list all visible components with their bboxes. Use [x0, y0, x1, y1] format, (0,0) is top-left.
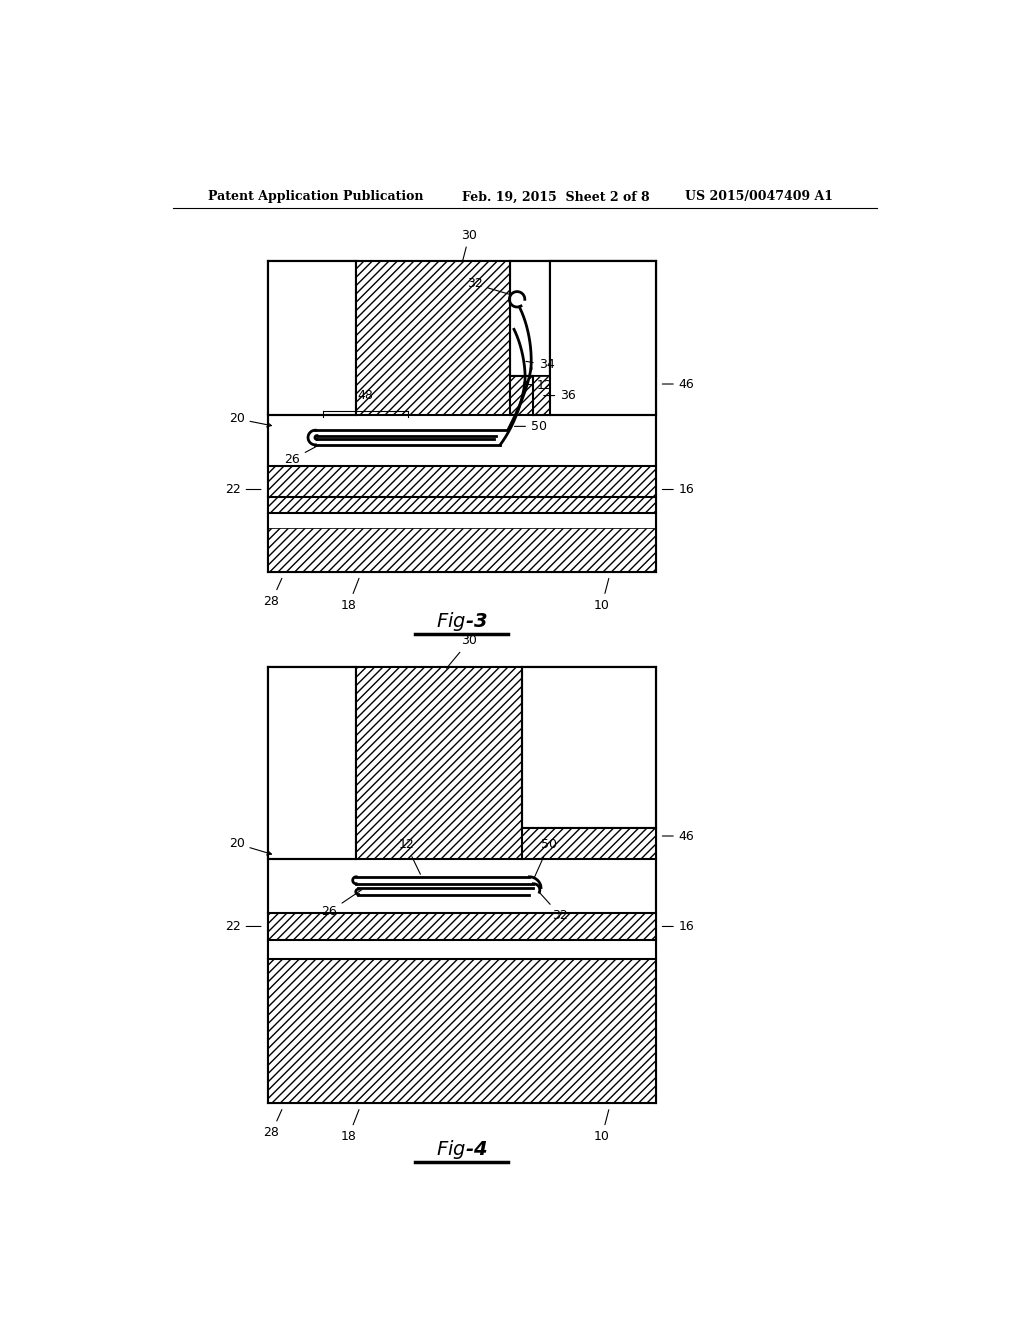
Text: 30: 30 — [462, 228, 477, 261]
Text: 48: 48 — [357, 388, 374, 401]
Text: 26: 26 — [285, 445, 319, 466]
Bar — [521, 667, 655, 829]
Text: US 2015/0047409 A1: US 2015/0047409 A1 — [685, 190, 833, 203]
Text: 18: 18 — [341, 1110, 359, 1143]
Text: $\mathbf{\mathit{Fig}}$-3: $\mathbf{\mathit{Fig}}$-3 — [436, 610, 487, 634]
Bar — [356, 261, 510, 414]
Bar — [267, 528, 655, 572]
Text: Feb. 19, 2015  Sheet 2 of 8: Feb. 19, 2015 Sheet 2 of 8 — [462, 190, 649, 203]
Bar — [356, 667, 521, 859]
Text: 20: 20 — [228, 412, 271, 426]
Bar — [267, 261, 655, 572]
Bar — [521, 829, 655, 859]
Text: 28: 28 — [263, 578, 282, 609]
Text: 46: 46 — [663, 829, 694, 842]
Text: 50: 50 — [535, 838, 557, 878]
Text: 22: 22 — [225, 920, 261, 933]
Text: 16: 16 — [663, 920, 694, 933]
Text: 30: 30 — [446, 635, 477, 668]
Bar — [550, 261, 655, 414]
Bar — [356, 261, 510, 414]
Bar — [267, 261, 356, 414]
Text: 36: 36 — [544, 389, 575, 403]
Bar — [510, 261, 550, 376]
Text: 10: 10 — [594, 578, 609, 612]
Bar — [267, 512, 655, 528]
Text: Patent Application Publication: Patent Application Publication — [208, 190, 423, 203]
Bar — [267, 667, 655, 1104]
Text: 34: 34 — [526, 358, 554, 371]
Text: 28: 28 — [263, 1110, 282, 1139]
Bar — [267, 960, 655, 1104]
Text: 12: 12 — [524, 379, 553, 392]
Text: 32: 32 — [539, 892, 568, 923]
Text: 22: 22 — [225, 483, 261, 496]
Text: $\mathbf{\mathit{Fig}}$-4: $\mathbf{\mathit{Fig}}$-4 — [436, 1138, 487, 1160]
Text: 16: 16 — [663, 483, 694, 496]
Text: 12: 12 — [398, 838, 421, 874]
Bar — [510, 376, 550, 414]
Bar — [267, 667, 356, 859]
Bar — [267, 913, 655, 940]
Text: 20: 20 — [228, 837, 271, 855]
Bar — [267, 466, 655, 512]
Text: 10: 10 — [594, 1110, 609, 1143]
Text: 26: 26 — [322, 890, 361, 919]
Text: 46: 46 — [663, 378, 694, 391]
Text: 18: 18 — [341, 578, 359, 612]
Bar — [550, 261, 655, 376]
Text: 50: 50 — [514, 420, 547, 433]
Bar — [267, 940, 655, 960]
Text: 32: 32 — [467, 277, 511, 294]
